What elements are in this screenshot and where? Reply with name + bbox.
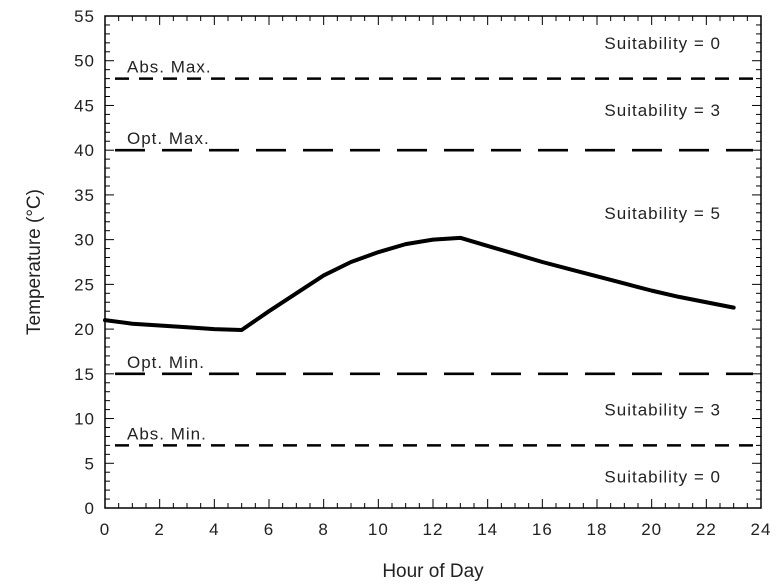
reference-lines-layer	[115, 77, 753, 447]
reference-line-label: Opt. Min.	[127, 353, 205, 372]
reference-line-label: Abs. Max.	[127, 58, 212, 77]
y-tick-label: 15	[74, 365, 95, 384]
reference-line-label: Abs. Min.	[127, 424, 207, 443]
reference-label-bg	[119, 423, 241, 444]
suitability-annotation: Suitability = 3	[604, 401, 721, 420]
x-tick-label: 22	[696, 520, 717, 539]
x-tick-label: 8	[318, 520, 328, 539]
y-tick-label: 5	[85, 454, 95, 473]
reference-label-bg	[119, 351, 241, 372]
y-tick-label: 30	[74, 231, 95, 250]
y-tick-label: 50	[74, 52, 95, 71]
x-tick-label: 20	[641, 520, 662, 539]
y-axis-title: Temperature (°C)	[24, 189, 45, 335]
series-layer	[103, 235, 736, 332]
labels-layer: 0 2 4 6 8 10 12 14 16 18 20 22 240510152025303540455…	[74, 7, 772, 539]
suitability-annotation: Suitability = 3	[604, 101, 721, 120]
suitability-annotation: Suitability = 0	[604, 468, 721, 487]
reference-label-bg	[119, 128, 241, 149]
y-tick-label: 10	[74, 410, 95, 429]
x-tick-label: 14	[477, 520, 498, 539]
x-tick-label: 0	[100, 520, 110, 539]
x-tick-label: 18	[587, 520, 608, 539]
ticks-layer	[104, 15, 762, 509]
y-tick-label: 20	[74, 320, 95, 339]
suitability-annotation: Suitability = 5	[604, 204, 721, 223]
plot-frame	[104, 15, 762, 509]
y-tick-label: 45	[74, 96, 95, 115]
y-tick-label: 25	[74, 275, 95, 294]
x-tick-label: 16	[532, 520, 553, 539]
y-tick-label: 35	[74, 186, 95, 205]
y-tick-label: 0	[85, 499, 95, 518]
reference-label-bg	[119, 56, 241, 77]
x-tick-label: 12	[423, 520, 444, 539]
temperature-series-line	[103, 235, 736, 332]
x-tick-label: 4	[209, 520, 219, 539]
x-tick-label: 6	[264, 520, 274, 539]
x-tick-label: 24	[751, 520, 772, 539]
y-tick-label: 55	[74, 7, 95, 26]
reference-line-label: Opt. Max.	[127, 129, 210, 148]
y-tick-label: 40	[74, 141, 95, 160]
x-tick-label: 10	[368, 520, 389, 539]
suitability-annotation: Suitability = 0	[604, 34, 721, 53]
x-tick-label: 2	[154, 520, 164, 539]
x-axis-title: Hour of Day	[382, 561, 484, 582]
